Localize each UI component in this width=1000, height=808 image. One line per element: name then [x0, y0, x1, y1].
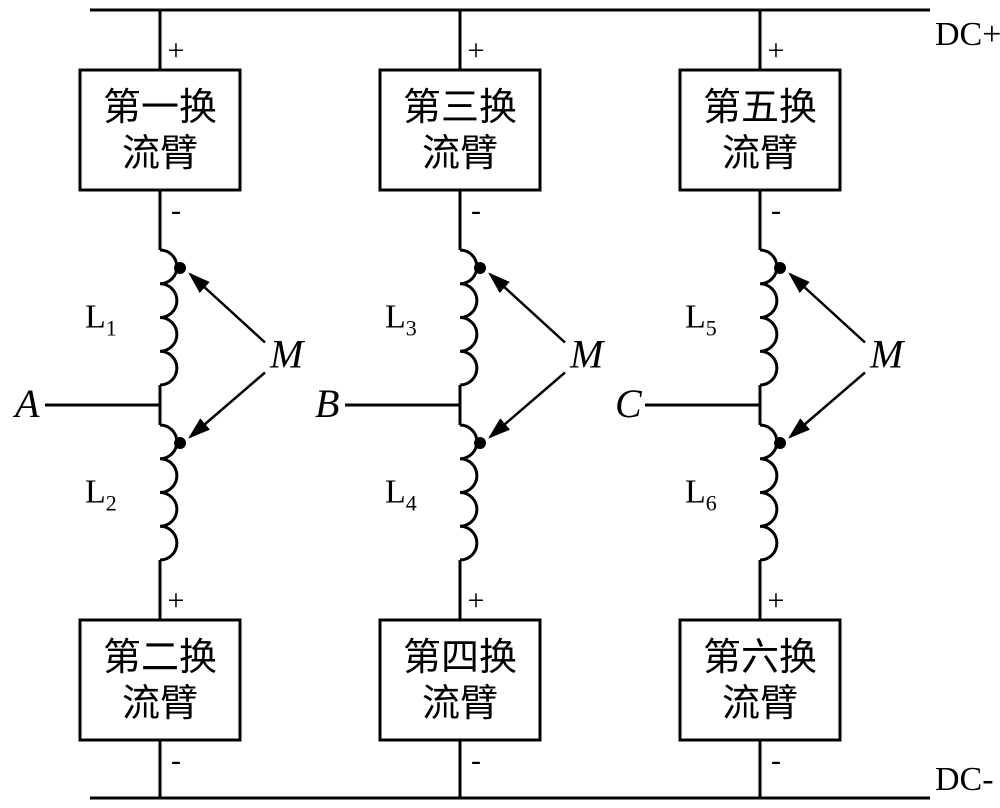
polarity-dot	[474, 437, 486, 449]
plus-sign: +	[168, 34, 185, 67]
m-arrow	[790, 274, 865, 343]
dc-minus-label: DC-	[935, 761, 994, 798]
polarity-dot	[774, 262, 786, 274]
upper-arm-label2: 流臂	[722, 133, 798, 175]
phase-terminal-label: C	[615, 381, 643, 426]
minus-sign: -	[471, 744, 481, 777]
polarity-dot	[174, 262, 186, 274]
lower-arm-label1: 第六换	[703, 637, 817, 679]
plus-sign: +	[468, 584, 485, 617]
upper-inductor	[460, 250, 477, 385]
upper-L-label: L5	[685, 299, 717, 341]
m-arrow	[490, 373, 565, 438]
minus-sign: -	[171, 194, 181, 227]
minus-sign: -	[771, 744, 781, 777]
m-arrow	[790, 373, 865, 438]
plus-sign: +	[768, 584, 785, 617]
minus-sign: -	[771, 194, 781, 227]
upper-arm-label2: 流臂	[422, 133, 498, 175]
dc-plus-label: DC+	[935, 16, 1000, 53]
upper-arm-label1: 第三换	[403, 87, 517, 129]
lower-inductor	[460, 425, 477, 560]
plus-sign: +	[768, 34, 785, 67]
plus-sign: +	[468, 34, 485, 67]
mutual-M-label: M	[269, 332, 306, 377]
lower-L-label: L2	[85, 474, 117, 516]
mutual-M-label: M	[569, 332, 606, 377]
lower-arm-label1: 第二换	[103, 637, 217, 679]
minus-sign: -	[171, 744, 181, 777]
upper-inductor	[760, 250, 777, 385]
upper-arm-label2: 流臂	[122, 133, 198, 175]
minus-sign: -	[471, 194, 481, 227]
lower-L-label: L6	[685, 474, 717, 516]
plus-sign: +	[168, 584, 185, 617]
upper-arm-label1: 第五换	[703, 87, 817, 129]
lower-arm-label2: 流臂	[122, 683, 198, 725]
lower-inductor	[160, 425, 177, 560]
upper-arm-label1: 第一换	[103, 87, 217, 129]
m-arrow	[490, 274, 565, 343]
m-arrow	[190, 274, 265, 343]
phase-terminal-label: B	[315, 381, 339, 426]
upper-inductor	[160, 250, 177, 385]
phase-terminal-label: A	[12, 381, 40, 426]
lower-arm-label2: 流臂	[722, 683, 798, 725]
circuit-diagram: DC+DC-第一换流臂+-A第二换流臂+-ML1L2第三换流臂+-B第四换流臂+…	[0, 0, 1000, 808]
polarity-dot	[774, 437, 786, 449]
polarity-dot	[474, 262, 486, 274]
upper-L-label: L3	[385, 299, 417, 341]
lower-inductor	[760, 425, 777, 560]
mutual-M-label: M	[869, 332, 906, 377]
m-arrow	[190, 373, 265, 438]
upper-L-label: L1	[85, 299, 117, 341]
lower-L-label: L4	[385, 474, 417, 516]
polarity-dot	[174, 437, 186, 449]
lower-arm-label1: 第四换	[403, 637, 517, 679]
lower-arm-label2: 流臂	[422, 683, 498, 725]
